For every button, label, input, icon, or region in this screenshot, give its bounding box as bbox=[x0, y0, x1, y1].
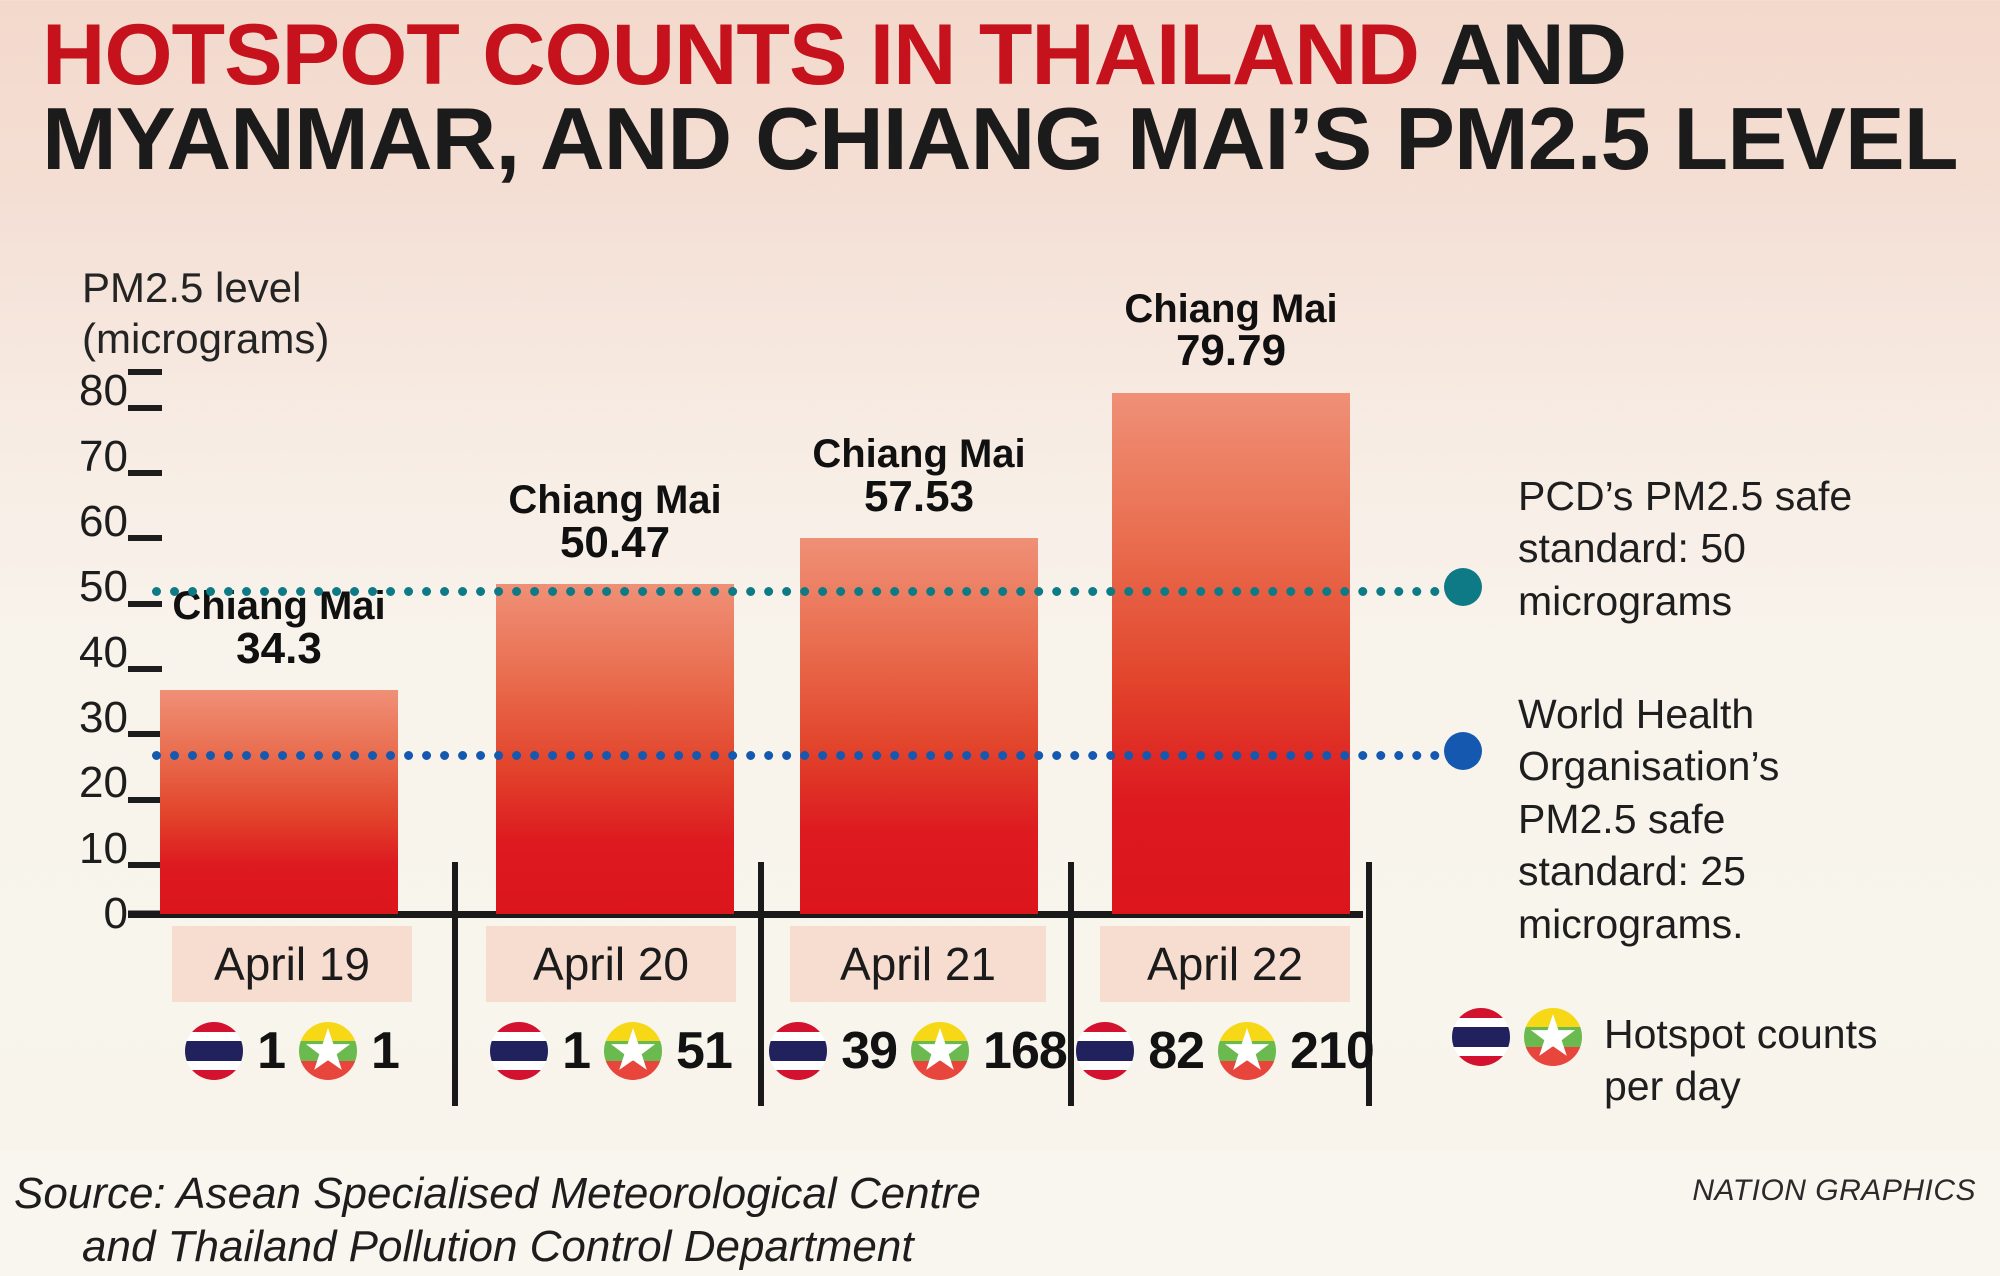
y-axis-labels: 0 10 20 30 40 50 60 70 80 bbox=[0, 352, 128, 938]
y-tick-label: 70 bbox=[79, 431, 128, 481]
group-separator bbox=[452, 862, 458, 1106]
source-note: Source: Asean Specialised Meteorological… bbox=[14, 1168, 981, 1274]
x-axis-label: April 21 bbox=[790, 926, 1046, 1002]
y-tick-label: 0 bbox=[103, 889, 128, 938]
y-tick-mark bbox=[128, 469, 162, 476]
bar-value-label: Chiang Mai 79.79 bbox=[1124, 286, 1338, 376]
y-tick-mark bbox=[128, 368, 162, 375]
bar-city-name: Chiang Mai bbox=[812, 432, 1026, 477]
thailand-hotspot-count: 39 bbox=[841, 1022, 898, 1080]
hotspot-count-row: 39 168 bbox=[769, 1020, 1068, 1082]
myanmar-hotspot-count: 210 bbox=[1290, 1022, 1375, 1080]
bar-value: 50.47 bbox=[559, 517, 671, 567]
y-tick-mark bbox=[128, 404, 162, 411]
myanmar-flag-icon bbox=[1218, 1022, 1277, 1080]
bar-value: 57.53 bbox=[863, 471, 975, 521]
bar bbox=[496, 584, 734, 914]
y-axis-title-line2: (micrograms) bbox=[82, 315, 330, 363]
y-tick-mark bbox=[128, 535, 162, 542]
pcd-standard-annotation: PCD’s PM2.5 safe standard: 50 micrograms bbox=[1518, 473, 1853, 624]
page-title: HOTSPOT COUNTS IN THAILAND AND MYANMAR, … bbox=[42, 12, 1982, 182]
footer-band bbox=[0, 1150, 2000, 1276]
hotspot-legend-label: Hotspot counts per day bbox=[1604, 1011, 1878, 1110]
title-line-1: HOTSPOT COUNTS IN THAILAND AND bbox=[42, 12, 2000, 98]
myanmar-flag-icon bbox=[299, 1022, 357, 1080]
thailand-flag-icon bbox=[769, 1022, 828, 1080]
y-tick-label: 20 bbox=[79, 758, 128, 808]
bar-value-label: Chiang Mai 34.3 bbox=[172, 585, 385, 673]
y-tick-mark bbox=[128, 665, 162, 672]
y-tick-label: 10 bbox=[79, 823, 128, 873]
bar-value-label: Chiang Mai 57.53 bbox=[812, 434, 1025, 520]
bar bbox=[1112, 392, 1350, 914]
reference-line-dot bbox=[1444, 731, 1482, 770]
group-separator bbox=[1068, 862, 1074, 1106]
group-separator bbox=[758, 862, 764, 1106]
bar bbox=[160, 689, 398, 914]
myanmar-flag-icon bbox=[604, 1022, 663, 1080]
source-line-2: and Thailand Pollution Control Departmen… bbox=[82, 1221, 914, 1271]
myanmar-flag-icon bbox=[1524, 1008, 1582, 1066]
y-tick-label: 60 bbox=[79, 496, 128, 546]
thailand-flag-icon bbox=[490, 1022, 549, 1080]
thailand-flag-icon bbox=[185, 1022, 244, 1080]
myanmar-flag-icon bbox=[911, 1022, 970, 1080]
who-standard-annotation: World Health Organisation’s PM2.5 safe s… bbox=[1518, 691, 1780, 947]
x-axis-baseline bbox=[128, 911, 1363, 918]
y-tick-mark bbox=[128, 861, 162, 868]
star-icon bbox=[1530, 1014, 1576, 1056]
x-axis-label: April 22 bbox=[1100, 926, 1350, 1002]
y-tick-label: 40 bbox=[79, 627, 128, 677]
y-tick-mark bbox=[128, 731, 162, 738]
credit-label: NATION GRAPHICS bbox=[1692, 1174, 1976, 1207]
title-line-1-black: AND bbox=[1418, 7, 1627, 103]
bar-value: 34.3 bbox=[236, 623, 322, 673]
bar-city-name: Chiang Mai bbox=[508, 478, 722, 523]
thailand-hotspot-count: 82 bbox=[1148, 1022, 1205, 1080]
title-line-2: MYANMAR, AND CHIANG MAI’S PM2.5 LEVEL bbox=[42, 88, 1959, 188]
hotspot-count-row: 1 51 bbox=[466, 1020, 756, 1082]
reference-line bbox=[152, 587, 1440, 597]
myanmar-hotspot-count: 51 bbox=[676, 1022, 733, 1080]
x-axis-label: April 20 bbox=[486, 926, 736, 1002]
star-icon bbox=[1224, 1028, 1270, 1070]
star-icon bbox=[610, 1028, 656, 1070]
thailand-hotspot-count: 1 bbox=[562, 1022, 591, 1080]
y-tick-label: 80 bbox=[79, 366, 128, 416]
y-tick-mark bbox=[128, 600, 162, 607]
bar-value: 79.79 bbox=[1175, 326, 1287, 376]
thailand-flag-icon bbox=[1076, 1022, 1135, 1080]
thailand-flag-icon bbox=[1452, 1008, 1510, 1066]
bar-city-name: Chiang Mai bbox=[1124, 286, 1338, 331]
group-separator bbox=[1366, 862, 1372, 1106]
hotspot-legend: Hotspot counts per day bbox=[1452, 1008, 1904, 1113]
bar-value-label: Chiang Mai 50.47 bbox=[508, 480, 721, 566]
y-tick-label: 30 bbox=[79, 692, 128, 742]
title-line-1-red: HOTSPOT COUNTS IN THAILAND bbox=[42, 7, 1420, 103]
myanmar-hotspot-count: 168 bbox=[983, 1022, 1068, 1080]
y-axis-title-line1: PM2.5 level bbox=[82, 264, 302, 311]
y-tick-label: 50 bbox=[79, 562, 128, 612]
thailand-hotspot-count: 1 bbox=[257, 1022, 286, 1080]
star-icon bbox=[917, 1028, 963, 1070]
hotspot-count-row: 82 210 bbox=[1076, 1020, 1375, 1082]
reference-line-dot bbox=[1444, 568, 1482, 607]
x-axis-label: April 19 bbox=[172, 926, 412, 1002]
y-axis-title: PM2.5 level (micrograms) bbox=[82, 262, 329, 364]
myanmar-hotspot-count: 1 bbox=[371, 1022, 400, 1080]
bar bbox=[800, 538, 1038, 914]
y-tick-mark bbox=[128, 796, 162, 803]
star-icon bbox=[305, 1028, 351, 1070]
reference-line bbox=[152, 750, 1440, 760]
source-line-1: Source: Asean Specialised Meteorological… bbox=[14, 1169, 981, 1218]
